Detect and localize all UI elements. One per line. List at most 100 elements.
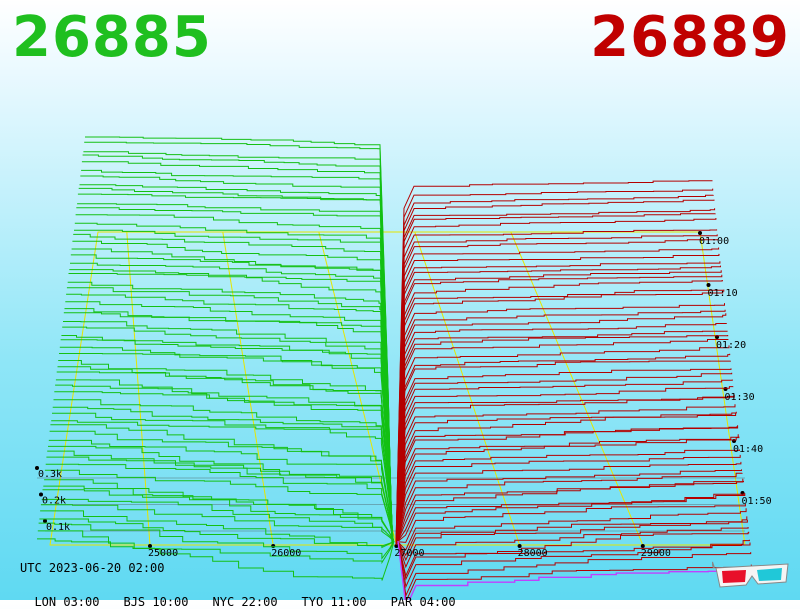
ask-depth-line (396, 313, 727, 544)
timezone-bjs: BJS 10:00 (123, 595, 189, 609)
time-tick-dot (706, 283, 711, 287)
ask-depth-line (396, 404, 736, 543)
volume-tick-label: 0.1k (46, 522, 70, 533)
ask-depth-line (395, 253, 720, 545)
bid-depth-line (67, 281, 394, 544)
bid-depth-line (63, 321, 394, 544)
ask-depth-line (396, 360, 731, 544)
ask-depth-line (396, 289, 725, 544)
bid-depth-line (53, 399, 394, 543)
bid-depth-line (71, 248, 394, 544)
ask-depth-line (396, 434, 739, 543)
ask-depth-line (397, 541, 752, 600)
bid-depth-line (56, 371, 394, 543)
bid-depth-line (37, 530, 395, 565)
bid-depth-line (39, 518, 395, 549)
bid-depth-line (37, 538, 395, 581)
ask-depth-line (396, 395, 734, 543)
timezone-nyc: NYC 22:00 (212, 595, 278, 609)
time-tick-label: 01:00 (699, 236, 729, 247)
bid-depth-line (38, 522, 395, 560)
ask-depth-line (397, 541, 752, 598)
bid-depth-line (59, 353, 394, 543)
bid-depth-line (49, 430, 394, 543)
time-tick-label: 01:40 (733, 444, 763, 455)
ask-depth-line (396, 411, 737, 543)
ask-depth-line (395, 208, 716, 545)
bid-depth-line (51, 420, 394, 543)
chart-grid (35, 231, 746, 548)
price-gridline (510, 231, 644, 546)
volume-tick-dot (43, 519, 47, 523)
bid-depth-line (47, 450, 395, 542)
ask-depth-line (396, 270, 722, 545)
price-tick-label: 26000 (271, 548, 301, 559)
bid-price: 26885 (12, 5, 212, 70)
bid-depth-line (66, 287, 394, 544)
ask-depth-line (395, 234, 718, 545)
price-gridline (222, 231, 274, 546)
ask-depth-line (396, 274, 723, 545)
bid-depth-line (44, 469, 395, 542)
price-tick-label: 29000 (641, 548, 671, 559)
bid-depth-line (62, 326, 394, 544)
ask-depth-line (396, 339, 729, 544)
ask-depth-line (396, 335, 729, 544)
bid-depth-line (74, 222, 393, 545)
bid-depth-line (46, 456, 395, 542)
price-tick-label: 25000 (148, 548, 178, 559)
timezone-lon: LON 03:00 (34, 595, 100, 609)
bid-depth-line (81, 169, 393, 545)
ask-depth-line (395, 194, 714, 545)
time-tick-dot (698, 231, 702, 235)
bid-depth-line (69, 269, 394, 544)
3d-glasses-icon[interactable] (712, 560, 792, 592)
ask-depth-line (397, 541, 751, 589)
ask-depth-line (395, 261, 721, 545)
volume-tick-dot (39, 492, 43, 497)
ask-depth-line (396, 425, 739, 543)
bid-depth-line (76, 207, 393, 545)
time-tick-label: 01:30 (725, 392, 755, 403)
ask-depth-line (396, 413, 737, 543)
ask-depth-line (396, 309, 726, 544)
ask-depth-line (396, 436, 740, 543)
bid-depth-line (81, 161, 393, 545)
price-tick-dot (148, 544, 152, 548)
ask-depth-line (396, 368, 732, 544)
time-tick-label: 01:50 (742, 496, 772, 507)
bid-depth-line (79, 184, 393, 545)
volume-tick-dot (35, 466, 39, 470)
ask-depth-line (396, 280, 723, 545)
ask-depth-line (396, 330, 728, 544)
ask-depth-line (395, 218, 717, 545)
time-tick-dot (723, 387, 728, 391)
bid-depth-line (52, 406, 394, 543)
bid-depth-line (60, 339, 394, 544)
ask-depth-line (395, 199, 715, 545)
bid-depth-line (59, 346, 394, 543)
ask-depth-line (396, 303, 725, 544)
ask-depth-line (396, 394, 735, 543)
ask-price: 26889 (590, 5, 790, 70)
volume-tick-label: 0.3k (38, 469, 62, 480)
price-tick-label: 27000 (394, 548, 424, 559)
bid-depth-line (54, 391, 394, 543)
bid-depth-line (40, 504, 395, 542)
ask-depth-line (397, 504, 746, 543)
price-tick-dot (640, 544, 645, 548)
bid-depth-line (58, 360, 394, 543)
ask-depth-line (396, 289, 724, 544)
volume-tick-label: 0.2k (42, 496, 66, 507)
ask-depth-line (397, 480, 744, 543)
ask-depth-line (395, 239, 719, 545)
timezone-row: LON 03:00 BJS 10:00 NYC 22:00 TYO 11:00 PAR … (20, 581, 480, 609)
timezone-tyo: TYO 11:00 (301, 595, 367, 609)
bid-depth-line (74, 229, 393, 545)
price-tick-label: 28000 (518, 548, 548, 559)
ask-depth-line (396, 449, 740, 543)
ask-depth-line (397, 472, 743, 543)
ask-depth-line (397, 493, 746, 543)
price-tick-dot (394, 544, 399, 548)
bid-depth-line (73, 233, 393, 545)
